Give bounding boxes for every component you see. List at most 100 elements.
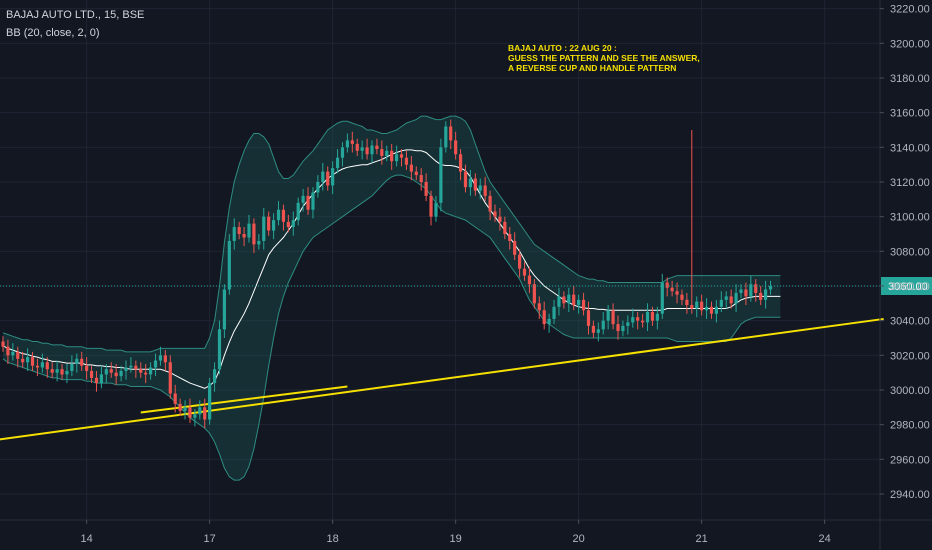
candle-body: [26, 357, 30, 363]
candle-body: [340, 147, 345, 158]
candle-body: [586, 310, 591, 326]
candle: [227, 234, 231, 295]
candle: [650, 306, 655, 326]
candle-body: [262, 216, 266, 241]
candle-body: [134, 365, 138, 370]
candle: [764, 280, 768, 309]
candle: [6, 339, 10, 364]
candle-body: [70, 364, 74, 371]
candle: [247, 214, 251, 243]
candle-body: [670, 287, 674, 292]
candle-body: [434, 202, 438, 217]
candle: [478, 178, 482, 200]
candle: [542, 301, 546, 330]
candle: [311, 187, 315, 219]
candle: [759, 286, 763, 306]
candle: [350, 131, 354, 153]
candle: [16, 346, 20, 368]
candle: [503, 216, 507, 240]
candle-body: [124, 367, 128, 371]
candle-body: [537, 303, 541, 311]
candle: [724, 291, 728, 309]
y-tick-label: 3120.00: [890, 177, 930, 189]
candle: [55, 360, 59, 382]
candle: [321, 162, 325, 191]
candle-body: [675, 291, 679, 295]
candle-body: [532, 284, 536, 304]
x-tick-label: 14: [81, 533, 93, 545]
trendline: [0, 317, 884, 441]
x-axis[interactable]: 14 17 18 19 20 21 24: [81, 520, 831, 545]
candle: [286, 214, 290, 233]
candle-body: [591, 325, 595, 333]
candle: [449, 119, 453, 150]
candle-body: [768, 286, 773, 290]
note-line-1: BAJAJ AUTO : 22 AUG 20 :: [508, 43, 617, 53]
y-tick-label: 3180.00: [890, 73, 930, 85]
x-tick-label: 17: [204, 533, 216, 545]
candle-body: [581, 299, 586, 311]
note-line-3: A REVERSE CUP AND HANDLE PATTERN: [508, 63, 676, 73]
candle: [267, 211, 271, 236]
candle: [513, 232, 517, 260]
candle-body: [724, 296, 728, 300]
candle: [641, 313, 645, 328]
candle: [616, 315, 620, 340]
candle-body: [227, 240, 231, 290]
candle: [734, 284, 738, 312]
candle: [690, 130, 694, 314]
indicator-label[interactable]: BB (20, close, 2, 0): [6, 27, 100, 39]
candle: [729, 289, 733, 309]
candle-body: [660, 282, 664, 314]
candle-body: [764, 289, 768, 300]
candle: [168, 355, 172, 399]
candle: [326, 166, 330, 191]
candle: [424, 173, 428, 202]
annotation-note[interactable]: BAJAJ AUTO : 22 AUG 20 : GUESS THE PATTE…: [508, 43, 700, 73]
y-axis[interactable]: 2940.00 2960.00 2980.00 3000.00 3020.00 3040.…: [880, 4, 930, 501]
candle-body: [85, 365, 89, 371]
candle: [139, 362, 143, 378]
candle: [360, 140, 364, 160]
candle-body: [454, 140, 458, 155]
candle: [547, 313, 551, 333]
candle-body: [749, 284, 753, 297]
candle: [222, 284, 226, 338]
candle: [645, 303, 650, 332]
candle-body: [40, 362, 44, 368]
candle: [109, 362, 113, 378]
candle-body: [247, 223, 251, 238]
candle-body: [212, 369, 217, 384]
candle: [591, 320, 595, 338]
candle: [434, 195, 438, 222]
candles: [1, 119, 773, 429]
candle-body: [178, 403, 182, 411]
candle-body: [375, 145, 379, 150]
candle-body: [395, 154, 399, 162]
candle: [173, 384, 177, 413]
y-tick-label: 3200.00: [890, 38, 930, 50]
candle: [144, 364, 148, 384]
candle: [242, 227, 246, 247]
candle-body: [80, 358, 84, 366]
candle: [581, 292, 586, 316]
last-price-line: 3060.00: [0, 277, 932, 295]
candle: [754, 279, 758, 302]
candle: [429, 190, 433, 226]
candle-body: [714, 306, 718, 314]
x-tick-label: 21: [696, 533, 708, 545]
candle-body: [193, 414, 197, 418]
candle: [606, 305, 610, 330]
candle-body: [478, 185, 482, 191]
x-tick-label: 20: [573, 533, 585, 545]
candle: [85, 357, 89, 380]
candle: [70, 355, 74, 377]
candle-body: [685, 299, 689, 306]
candle-body: [114, 372, 118, 377]
x-tick-label: 19: [450, 533, 462, 545]
y-tick-label: 2940.00: [890, 489, 930, 501]
candle-body: [139, 369, 143, 373]
symbol-title[interactable]: BAJAJ AUTO LTD., 15, BSE: [6, 9, 144, 21]
